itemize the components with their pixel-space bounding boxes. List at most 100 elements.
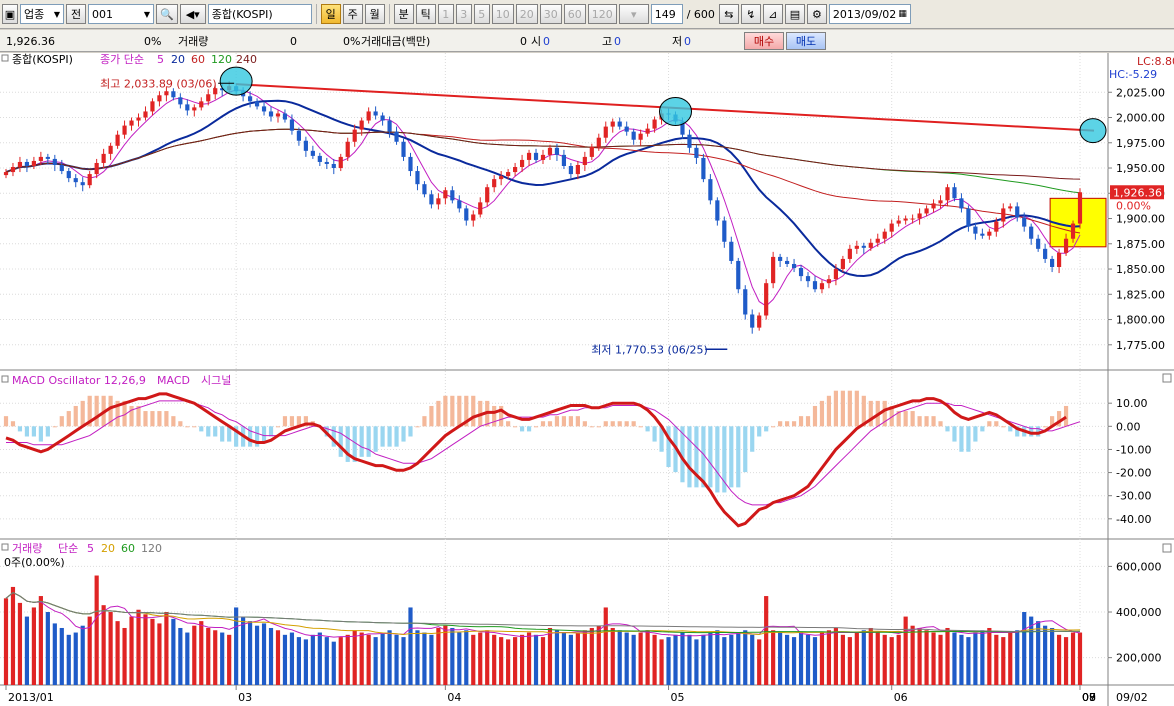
- minute-60-button[interactable]: 60: [563, 4, 586, 24]
- volume-bar: [157, 623, 162, 685]
- candle-body: [854, 245, 859, 249]
- volume-legend-ma120: 120: [141, 542, 162, 555]
- volume-bar: [987, 627, 992, 685]
- scale-tool-icon[interactable]: ⊿: [762, 4, 783, 24]
- candle-body: [645, 128, 650, 134]
- minute-120-button[interactable]: 120: [587, 4, 617, 24]
- macd-close-icon[interactable]: [1162, 373, 1172, 383]
- volume-bar: [938, 634, 943, 685]
- period-day-button[interactable]: 일: [320, 4, 341, 24]
- x-tick-label: 04: [447, 691, 461, 704]
- high-value: 0: [614, 34, 621, 48]
- candle-body: [366, 111, 371, 121]
- volume-bar: [289, 632, 295, 685]
- speaker-icon[interactable]: ◀▾: [179, 4, 206, 24]
- macd-oscillator-bar: [987, 421, 992, 427]
- macd-oscillator-bar: [443, 395, 448, 427]
- volume-bar: [429, 634, 434, 685]
- macd-oscillator-bar: [429, 405, 434, 427]
- minute-3-button[interactable]: 3: [455, 4, 472, 24]
- print-icon[interactable]: ▤: [784, 4, 805, 24]
- volume-bar: [526, 632, 532, 685]
- period-tick-button[interactable]: 틱: [415, 4, 436, 24]
- low-label: 저: [672, 35, 683, 48]
- volume-bar: [889, 637, 894, 685]
- period-month-button[interactable]: 월: [364, 4, 385, 24]
- candle-body: [380, 115, 385, 121]
- minute-30-button[interactable]: 30: [539, 4, 562, 24]
- volume-bar: [408, 607, 413, 685]
- minute-20-button[interactable]: 20: [515, 4, 538, 24]
- macd-oscillator-bar: [247, 426, 253, 447]
- candle-body: [185, 104, 190, 111]
- market-select[interactable]: 업종 ▼: [20, 4, 64, 24]
- minute-dropdown[interactable]: ▾: [618, 4, 649, 24]
- macd-oscillator-bar: [296, 416, 302, 427]
- macd-oscillator-bar: [408, 426, 413, 437]
- buy-button[interactable]: 매수: [744, 32, 784, 50]
- period-week-button[interactable]: 주: [342, 4, 363, 24]
- volume-close-icon[interactable]: [1162, 543, 1172, 553]
- candle-body: [157, 95, 162, 102]
- search-icon[interactable]: 🔍: [156, 4, 178, 24]
- gear-icon[interactable]: ⚙: [806, 4, 827, 24]
- macd-oscillator-bar: [638, 426, 643, 428]
- candle-body: [457, 200, 462, 209]
- minute-5-button[interactable]: 5: [473, 4, 490, 24]
- macd-oscillator-bar: [345, 426, 350, 462]
- line-tool-icon[interactable]: ↯: [740, 4, 761, 24]
- candle-body: [80, 182, 85, 186]
- candle-body: [631, 131, 636, 140]
- volume-bar: [589, 627, 594, 685]
- volume-bar: [506, 639, 511, 685]
- market-select-icon[interactable]: ▣: [2, 4, 18, 24]
- volume-bar: [150, 618, 155, 685]
- macd-oscillator-bar: [10, 421, 16, 427]
- macd-legend: MACD Oscillator 12,26,9 MACD 시그널: [1, 374, 231, 387]
- volume-bar: [952, 632, 957, 685]
- chart-area[interactable]: 최고 2,033.89 (03/06) 최저 1,770.53 (06/25) 2…: [0, 53, 1174, 706]
- macd-oscillator-bar: [631, 421, 636, 427]
- macd-oscillator-bar: [833, 390, 839, 427]
- volume-bar: [610, 627, 615, 685]
- macd-oscillator-bar: [596, 426, 601, 428]
- volume-legend-name: 거래량: [12, 542, 42, 555]
- date-input[interactable]: 2013/09/02 ▦: [828, 4, 911, 24]
- candle-body: [171, 91, 176, 98]
- macd-oscillator-bar: [73, 405, 78, 427]
- macd-oscillator-bar: [819, 400, 825, 427]
- volume-bar: [24, 616, 30, 685]
- x-tick-label: 06: [894, 691, 908, 704]
- volume-bar: [547, 627, 553, 685]
- macd-oscillator-bar: [659, 426, 664, 452]
- code-input[interactable]: 001 ▼: [88, 4, 154, 24]
- volume-y-tick-label: 600,000: [1116, 560, 1162, 573]
- volume-bar: [631, 634, 636, 685]
- volume-bar: [471, 634, 476, 685]
- prev-button[interactable]: 전: [66, 4, 86, 24]
- event-circle: [219, 66, 253, 96]
- chart-tool-icon[interactable]: ⇆: [718, 4, 739, 24]
- chart-canvas[interactable]: 최고 2,033.89 (03/06) 최저 1,770.53 (06/25) 2…: [0, 53, 1174, 706]
- panel-menu-icon[interactable]: [1, 54, 9, 62]
- macd-oscillator-bar: [450, 395, 455, 427]
- panel-menu-icon[interactable]: [1, 543, 9, 551]
- macd-oscillator-bar: [192, 426, 197, 428]
- candle-body: [506, 172, 511, 177]
- candle-body: [59, 164, 64, 172]
- price-legend-ma20: 20: [171, 53, 185, 66]
- panel-menu-icon[interactable]: [1, 375, 9, 383]
- macd-oscillator-bar: [771, 426, 776, 428]
- candle-body: [729, 241, 734, 261]
- period-minute-button[interactable]: 분: [393, 4, 414, 24]
- candle-body: [694, 147, 699, 158]
- candle-body: [17, 161, 23, 168]
- count-input[interactable]: 149: [650, 4, 683, 24]
- sell-button[interactable]: 매도: [786, 32, 826, 50]
- macd-oscillator-bar: [80, 400, 85, 427]
- calendar-icon: ▦: [898, 9, 907, 19]
- volume-bar: [861, 630, 866, 685]
- volume-bar: [764, 596, 769, 685]
- minute-10-button[interactable]: 10: [491, 4, 514, 24]
- minute-1-button[interactable]: 1: [437, 4, 454, 24]
